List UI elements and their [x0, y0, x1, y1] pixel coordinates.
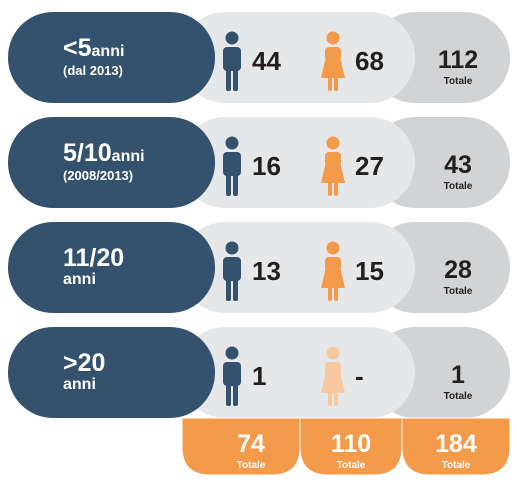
age-sub: (2008/2013) [63, 168, 133, 183]
female-icon-head [326, 241, 340, 255]
male-icon-leg [233, 172, 238, 196]
male-icon-head [225, 31, 239, 45]
female-icon-dress [321, 267, 345, 288]
footer-cell [401, 417, 511, 476]
count-pill [180, 222, 415, 313]
male-count: 16 [252, 151, 281, 181]
age-unit: anni [63, 271, 96, 288]
male-icon-head [225, 136, 239, 150]
male-icon-body [223, 362, 241, 386]
female-icon-dress [321, 162, 345, 183]
male-icon-leg [226, 382, 231, 406]
row-total: 28 [444, 256, 472, 284]
age-label: 5/10anni [63, 139, 145, 167]
label-pill [8, 222, 215, 313]
footer-cell [181, 417, 301, 476]
count-pill [180, 327, 415, 418]
row-total-label: Totale [444, 391, 473, 402]
label-pill [8, 327, 215, 418]
male-icon-head [225, 346, 239, 360]
footer-total-label: Totale [237, 460, 266, 471]
female-count: 68 [355, 46, 384, 76]
footer-total: 184 [435, 430, 477, 458]
row-total: 112 [438, 46, 478, 74]
age-sub: (dal 2013) [63, 63, 123, 78]
male-count: 1 [252, 361, 266, 391]
count-pill [180, 12, 415, 103]
female-icon-dress [321, 57, 345, 78]
footer-total-label: Totale [442, 460, 471, 471]
age-label: <5anni [63, 34, 124, 62]
male-icon-body [223, 47, 241, 71]
footer-cell [299, 417, 403, 476]
female-count: 27 [355, 151, 384, 181]
label-pill [8, 12, 215, 103]
age-unit: anni [112, 148, 145, 165]
age-range: 11/20 [63, 244, 124, 272]
female-icon-leg [334, 391, 338, 406]
female-icon-leg [328, 391, 332, 406]
female-icon-head [326, 31, 340, 45]
male-icon-leg [233, 382, 238, 406]
male-icon-body [223, 257, 241, 281]
male-count: 44 [252, 46, 281, 76]
male-icon-leg [226, 172, 231, 196]
female-icon-head [326, 136, 340, 150]
footer-total: 110 [331, 430, 371, 458]
footer-total: 74 [237, 430, 265, 458]
row-total: 1 [451, 361, 465, 389]
age-unit: anni [92, 43, 125, 60]
female-icon-leg [334, 76, 338, 91]
female-icon-leg [328, 181, 332, 196]
footer-total-label: Totale [337, 460, 366, 471]
female-icon-leg [328, 76, 332, 91]
male-icon-leg [233, 67, 238, 91]
row-total-label: Totale [444, 286, 473, 297]
age-range: >20 [63, 349, 105, 377]
female-count: 15 [355, 256, 384, 286]
female-icon-head [326, 346, 340, 360]
row-total: 43 [444, 151, 472, 179]
male-icon-body [223, 152, 241, 176]
male-icon-leg [226, 277, 231, 301]
male-icon-leg [226, 67, 231, 91]
female-icon-leg [334, 286, 338, 301]
female-icon-dress [321, 372, 345, 393]
male-icon-head [225, 241, 239, 255]
female-icon-leg [328, 286, 332, 301]
label-pill [8, 117, 215, 208]
female-count: - [355, 361, 364, 391]
age-range: <5 [63, 34, 92, 62]
row-total-label: Totale [444, 76, 473, 87]
female-icon-leg [334, 181, 338, 196]
age-range: 5/10 [63, 139, 112, 167]
row-total-label: Totale [444, 181, 473, 192]
male-icon-leg [233, 277, 238, 301]
male-count: 13 [252, 256, 281, 286]
age-unit: anni [63, 376, 96, 393]
count-pill [180, 117, 415, 208]
